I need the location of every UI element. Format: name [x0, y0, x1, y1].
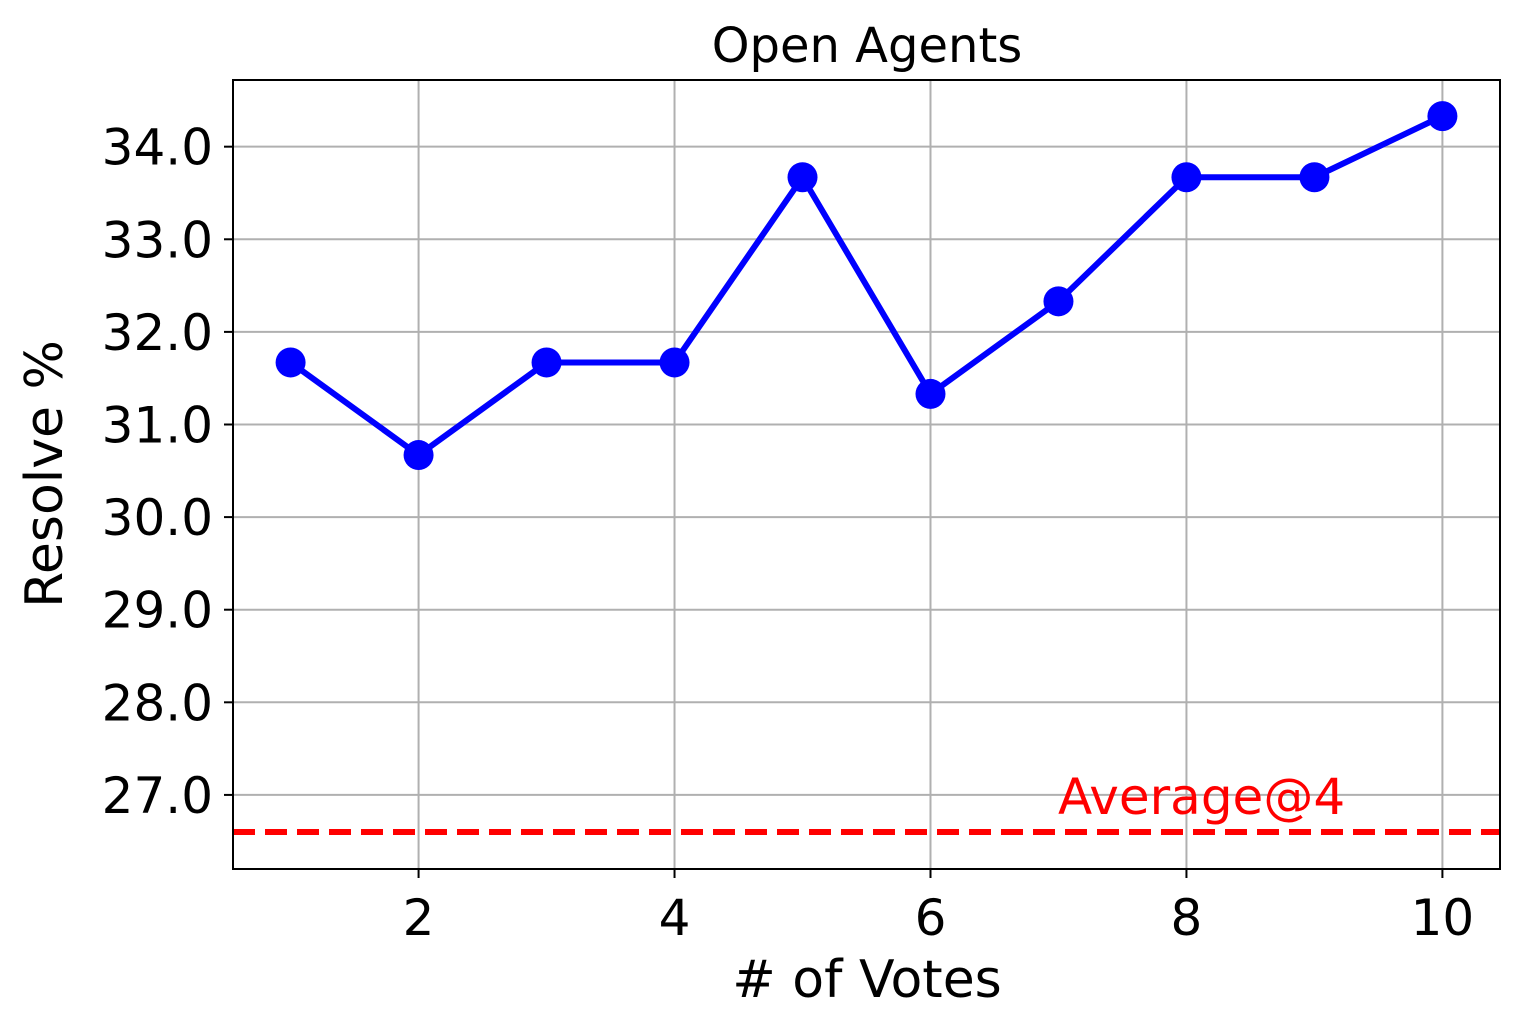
x-tick-label: 4 — [659, 889, 691, 947]
data-point — [659, 347, 690, 378]
y-tick-label: 29.0 — [102, 582, 213, 640]
y-tick-label: 33.0 — [102, 211, 213, 269]
data-point — [1171, 162, 1202, 193]
reference-line-label: Average@4 — [1058, 768, 1345, 826]
y-tick-label: 34.0 — [102, 119, 213, 177]
data-point — [403, 440, 434, 471]
series-line — [288, 113, 1444, 459]
data-point — [1299, 162, 1330, 193]
x-tick-label: 8 — [1171, 889, 1203, 947]
y-tick-label: 31.0 — [102, 396, 213, 454]
data-point — [275, 347, 306, 378]
data-point — [1043, 286, 1074, 317]
plot-frame — [232, 79, 1501, 870]
y-tick-label: 28.0 — [102, 674, 213, 732]
x-axis-ticks: 2 4 6 8 10 — [403, 869, 1475, 947]
y-axis-label: Resolve % — [15, 340, 75, 608]
x-tick-label: 2 — [403, 889, 435, 947]
y-tick-label: 27.0 — [102, 767, 213, 825]
series-group — [275, 101, 1458, 471]
data-point — [531, 347, 562, 378]
data-point — [915, 378, 946, 409]
chart-title: Open Agents — [712, 18, 1023, 74]
x-tick-label: 6 — [915, 889, 947, 947]
y-tick-label: 32.0 — [102, 304, 213, 362]
data-point — [1427, 101, 1458, 132]
y-tick-label: 30.0 — [102, 489, 213, 547]
x-tick-label: 10 — [1411, 889, 1475, 947]
y-axis-ticks: 27.0 28.0 29.0 30.0 31.0 32.0 33.0 34.0 — [102, 119, 233, 825]
reference-line-group: Average@4 — [233, 768, 1500, 835]
x-axis-label: # of Votes — [732, 950, 1002, 1010]
data-point — [787, 162, 818, 193]
grid — [233, 80, 1500, 869]
